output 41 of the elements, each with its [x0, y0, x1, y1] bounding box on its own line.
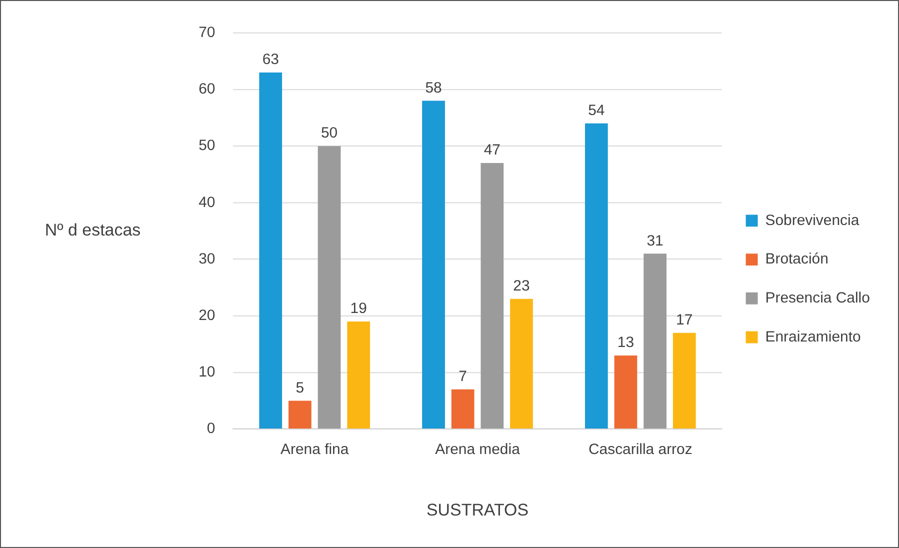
y-tick-label: 50	[198, 137, 216, 154]
x-axis-title: SUSTRATOS	[426, 500, 529, 520]
bar	[614, 355, 638, 429]
bar	[480, 163, 504, 429]
data-label: 5	[296, 379, 304, 396]
x-tick-label: Arena fina	[280, 441, 350, 458]
data-label: 47	[484, 142, 500, 159]
y-axis-title: Nº d estacas	[44, 220, 141, 240]
data-label: 13	[617, 334, 634, 352]
bar	[584, 123, 608, 429]
bar	[672, 332, 696, 429]
data-label: 63	[262, 51, 279, 68]
data-label: 19	[350, 300, 367, 318]
x-tick-label: Arena media	[435, 441, 521, 458]
y-tick-label: 70	[198, 24, 216, 42]
legend-label: Enraizamiento	[765, 328, 861, 346]
bar	[288, 400, 312, 429]
y-tick-label: 20	[198, 306, 216, 324]
bar	[422, 100, 445, 429]
data-label: 23	[513, 278, 530, 295]
bar	[318, 146, 341, 429]
data-label: 58	[425, 79, 442, 96]
data-label: 54	[588, 102, 605, 120]
x-tick-label: Cascarilla arroz	[588, 441, 692, 458]
y-tick-label: 30	[198, 250, 216, 268]
data-label: 17	[676, 312, 693, 328]
bar	[259, 72, 282, 429]
legend-label: Sobrevivencia	[765, 212, 860, 229]
legend-label: Presencia Callo	[765, 290, 870, 307]
data-label: 31	[646, 232, 664, 250]
y-tick-label: 60	[198, 80, 216, 98]
bar	[451, 389, 474, 429]
data-label: 50	[320, 124, 338, 142]
bar	[644, 254, 666, 429]
data-label: 7	[458, 368, 468, 386]
y-tick-label: 0	[206, 420, 216, 438]
legend-label: Brotación	[765, 250, 828, 268]
bar	[347, 322, 370, 429]
bar	[510, 298, 533, 429]
y-tick-label: 10	[198, 364, 216, 381]
y-tick-label: 40	[198, 194, 216, 211]
